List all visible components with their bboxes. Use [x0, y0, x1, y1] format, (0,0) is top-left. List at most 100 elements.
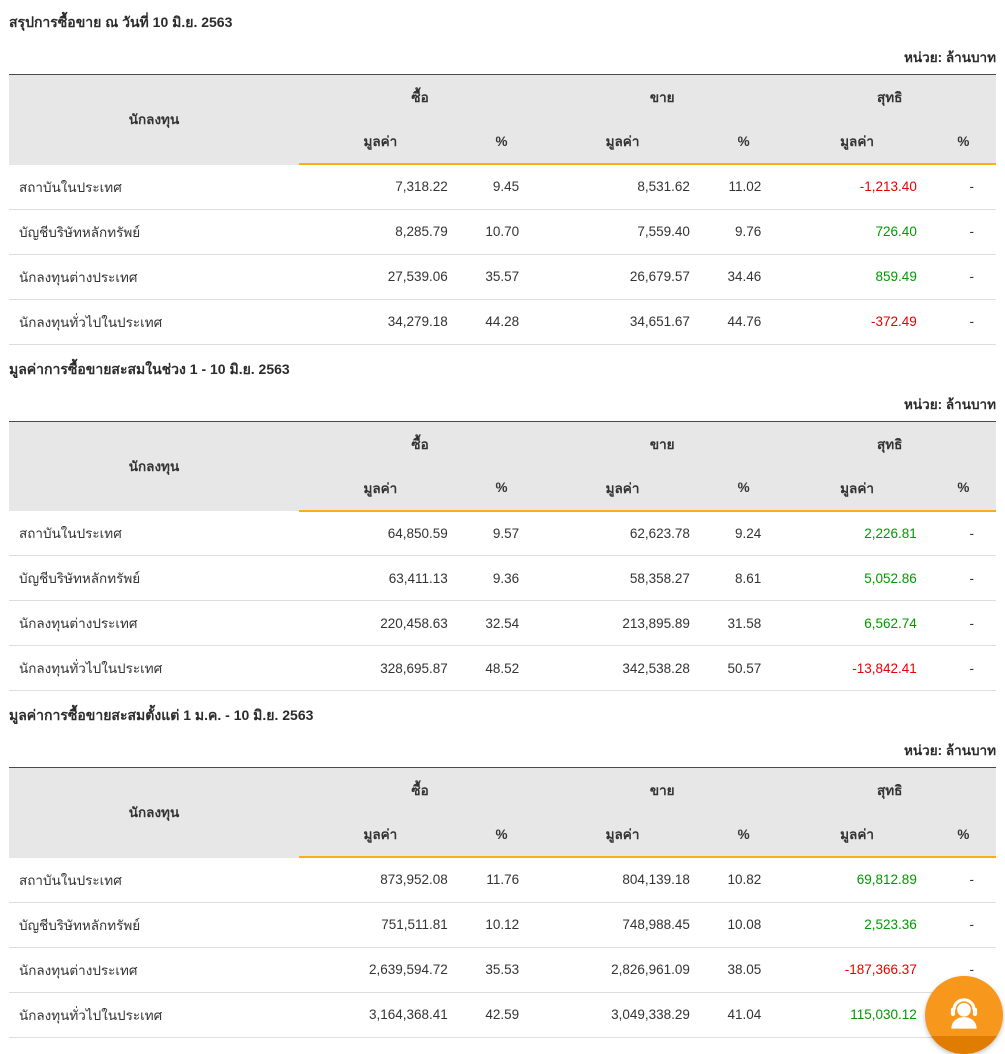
header-sell: ขาย — [541, 767, 784, 812]
sell-percent: 41.04 — [703, 992, 784, 1038]
investor-name: บัญชีบริษัทหลักทรัพย์ — [9, 902, 299, 948]
sell-value: 748,988.45 — [541, 902, 704, 948]
sell-percent: 10.08 — [703, 902, 784, 948]
sell-value: 342,538.28 — [541, 645, 704, 691]
sell-value: 804,139.18 — [541, 857, 704, 903]
unit-label: หน่วย: ล้านบาท — [904, 50, 996, 65]
net-value: 6,562.74 — [783, 600, 931, 646]
support-chat-button[interactable] — [925, 975, 1003, 1054]
net-percent: - — [930, 600, 996, 646]
subheader-buy-value: มูลค่า — [298, 812, 462, 858]
net-percent: - — [930, 209, 996, 255]
buy-percent: 42.59 — [461, 992, 542, 1038]
investor-name: สถาบันในประเทศ — [9, 510, 299, 556]
investor-name: สถาบันในประเทศ — [9, 164, 299, 210]
investor-name: นักลงทุนต่างประเทศ — [9, 600, 299, 646]
unit-label: หน่วย: ล้านบาท — [904, 396, 996, 412]
header-net: สุทธิ — [783, 74, 996, 119]
header-buy: ซื้อ — [298, 767, 542, 812]
buy-value: 873,952.08 — [298, 857, 462, 903]
investor-trading-table: นักลงทุน ซื้อ ขาย สุทธิ มูลค่า % มูลค่า … — [9, 420, 996, 691]
table-row: นักลงทุนต่างประเทศ 27,539.06 35.57 26,67… — [9, 254, 996, 300]
header-investor: นักลงทุน — [9, 767, 299, 858]
investor-name: นักลงทุนต่างประเทศ — [9, 947, 299, 993]
net-value: 2,226.81 — [783, 510, 931, 556]
subheader-buy-value: มูลค่า — [298, 465, 462, 512]
sell-value: 2,826,961.09 — [541, 947, 704, 993]
buy-value: 751,511.81 — [298, 902, 462, 948]
buy-percent: 9.45 — [461, 164, 542, 210]
buy-value: 64,850.59 — [298, 510, 462, 556]
sell-value: 58,358.27 — [541, 555, 704, 601]
sell-percent: 34.46 — [703, 254, 784, 300]
table-row: สถาบันในประเทศ 64,850.59 9.57 62,623.78 … — [9, 510, 996, 556]
net-percent: - — [930, 645, 996, 691]
buy-percent: 35.53 — [461, 947, 542, 993]
header-sell: ขาย — [541, 421, 784, 466]
subheader-net-percent: % — [930, 119, 996, 165]
net-value: 69,812.89 — [783, 857, 931, 903]
investor-name: นักลงทุนทั่วไปในประเทศ — [9, 299, 299, 345]
sell-percent: 50.57 — [703, 645, 784, 691]
header-investor: นักลงทุน — [9, 74, 299, 165]
investor-name: นักลงทุนต่างประเทศ — [9, 254, 299, 300]
table-row: บัญชีบริษัทหลักทรัพย์ 751,511.81 10.12 7… — [9, 902, 996, 948]
table-row: นักลงทุนทั่วไปในประเทศ 328,695.87 48.52 … — [9, 645, 996, 691]
subheader-sell-value: มูลค่า — [541, 119, 704, 165]
subheader-net-percent: % — [930, 465, 996, 512]
subheader-sell-percent: % — [703, 812, 784, 858]
header-sell: ขาย — [541, 74, 784, 119]
subheader-net-value: มูลค่า — [783, 119, 931, 165]
net-value: 859.49 — [783, 254, 931, 300]
header-investor: นักลงทุน — [9, 421, 299, 511]
net-value: -187,366.37 — [783, 947, 931, 993]
daily-summary-section: สรุปการซื้อขาย ณ วันที่ 10 มิ.ย. 2563 หน… — [9, 8, 996, 345]
buy-value: 8,285.79 — [298, 209, 462, 255]
investor-name: บัญชีบริษัทหลักทรัพย์ — [9, 555, 299, 601]
buy-percent: 9.57 — [461, 510, 542, 556]
investor-name: บัญชีบริษัทหลักทรัพย์ — [9, 209, 299, 255]
sell-percent: 31.58 — [703, 600, 784, 646]
subheader-net-value: มูลค่า — [783, 812, 931, 858]
table-row: สถาบันในประเทศ 7,318.22 9.45 8,531.62 11… — [9, 164, 996, 210]
headset-icon — [950, 997, 978, 1029]
buy-percent: 32.54 — [461, 600, 542, 646]
subheader-buy-percent: % — [461, 119, 542, 165]
subheader-sell-percent: % — [703, 119, 784, 165]
buy-value: 63,411.13 — [298, 555, 462, 601]
buy-percent: 48.52 — [461, 645, 542, 691]
sell-percent: 9.24 — [703, 510, 784, 556]
table-row: นักลงทุนต่างประเทศ 220,458.63 32.54 213,… — [9, 600, 996, 646]
net-percent: - — [930, 164, 996, 210]
sell-value: 7,559.40 — [541, 209, 704, 255]
sell-percent: 11.02 — [703, 164, 784, 210]
sell-percent: 9.76 — [703, 209, 784, 255]
buy-percent: 44.28 — [461, 299, 542, 345]
buy-percent: 10.12 — [461, 902, 542, 948]
investor-name: นักลงทุนทั่วไปในประเทศ — [9, 992, 299, 1038]
investor-name: นักลงทุนทั่วไปในประเทศ — [9, 645, 299, 691]
sell-value: 8,531.62 — [541, 164, 704, 210]
buy-value: 2,639,594.72 — [298, 947, 462, 993]
net-percent: - — [930, 510, 996, 556]
year-to-date-section: มูลค่าการซื้อขายสะสมตั้งแต่ 1 ม.ค. - 10 … — [9, 701, 996, 1038]
table-row: บัญชีบริษัทหลักทรัพย์ 63,411.13 9.36 58,… — [9, 555, 996, 601]
net-value: -372.49 — [783, 299, 931, 345]
month-to-date-section: มูลค่าการซื้อขายสะสมในช่วง 1 - 10 มิ.ย. … — [9, 355, 996, 691]
header-buy: ซื้อ — [298, 74, 542, 119]
subheader-net-percent: % — [930, 812, 996, 858]
net-value: 2,523.36 — [783, 902, 931, 948]
net-percent: - — [930, 254, 996, 300]
buy-percent: 35.57 — [461, 254, 542, 300]
buy-value: 27,539.06 — [298, 254, 462, 300]
buy-percent: 11.76 — [461, 857, 542, 903]
sell-value: 3,049,338.29 — [541, 992, 704, 1038]
buy-value: 220,458.63 — [298, 600, 462, 646]
subheader-sell-value: มูลค่า — [541, 812, 704, 858]
table-title: มูลค่าการซื้อขายสะสมในช่วง 1 - 10 มิ.ย. … — [9, 360, 290, 377]
header-buy: ซื้อ — [298, 421, 542, 466]
net-value: 115,030.12 — [783, 992, 931, 1038]
buy-value: 7,318.22 — [298, 164, 462, 210]
table-row: นักลงทุนทั่วไปในประเทศ 3,164,368.41 42.5… — [9, 992, 996, 1038]
net-value: 5,052.86 — [783, 555, 931, 601]
